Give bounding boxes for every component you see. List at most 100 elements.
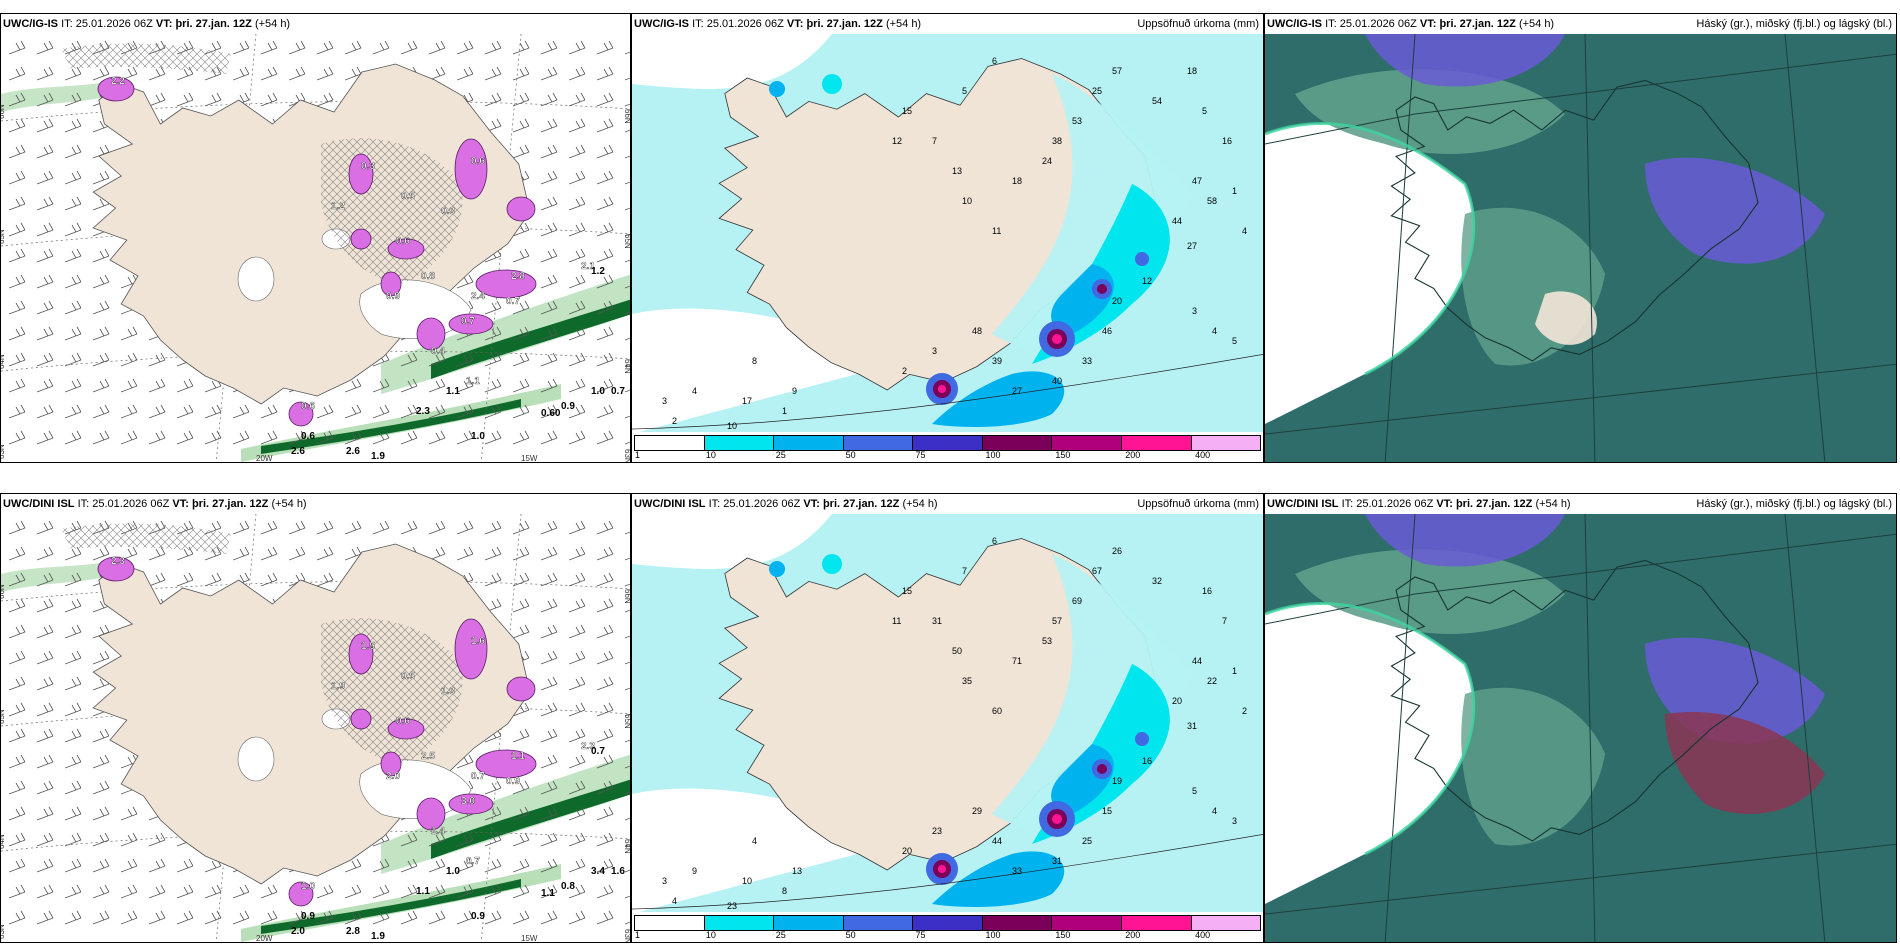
wind-barb — [36, 352, 54, 367]
wind-barb — [456, 274, 474, 289]
wind-barb — [120, 858, 138, 873]
wind-barb — [8, 222, 26, 237]
axis-labels: 66N 66N 65N 65N 64N 64N 63N 63N 20W 15W — [1, 104, 631, 462]
precip-value-label: 58 — [1207, 196, 1217, 206]
wind-barb — [512, 884, 530, 899]
legend-swatch — [774, 436, 844, 450]
legend-label: 25 — [775, 930, 786, 940]
latitude-label: 66N — [1, 104, 6, 119]
wind-barb — [624, 77, 630, 81]
precip-value-label: 18 — [1187, 66, 1197, 76]
wind-barb — [64, 404, 82, 419]
snow-blob — [454, 138, 488, 200]
rain-value-label: 0.8 — [561, 881, 575, 892]
snow-map-svg: 2.2 0.3 0.6 0.5 0.3 0.6 0.8 2.4 0.7 2.8 0.4 1.1 0.6 2… — [1, 33, 631, 462]
wind-barb — [484, 430, 502, 445]
graticule — [1265, 33, 1896, 462]
precip-max-contour — [769, 81, 785, 97]
latitude-label-right: 64N — [623, 359, 631, 374]
wind-barb — [8, 274, 26, 289]
legend-label: 400 — [1195, 450, 1211, 460]
precip-value-label: 35 — [962, 676, 972, 686]
high-cloud-area-north — [1365, 34, 1565, 87]
legend-label: 150 — [1055, 930, 1071, 940]
latitude-label: 65N — [1, 229, 6, 244]
wind-barb — [512, 546, 530, 561]
wind-barb — [36, 806, 54, 821]
wind-barb — [176, 910, 194, 925]
it-value: 25.01.2026 06Z — [1339, 18, 1417, 30]
precip-value-label: 46 — [1102, 326, 1112, 336]
precip-value-label: 71 — [1012, 656, 1022, 666]
wind-barb — [540, 650, 558, 665]
wind-barb — [176, 92, 194, 107]
precip-value-label: 23 — [932, 826, 942, 836]
wind-barb — [484, 66, 502, 81]
wind-barb — [596, 118, 614, 133]
rain-value-label: 0.9 — [301, 911, 315, 922]
latitude-label: 63N — [1, 444, 6, 459]
wind-barb — [540, 196, 558, 211]
wind-barb — [512, 118, 530, 133]
glacier-langjokull — [237, 256, 275, 302]
wind-barb — [540, 222, 558, 237]
snow-blob — [387, 238, 425, 260]
precip-value-label: 50 — [952, 646, 962, 656]
wind-barb — [64, 274, 82, 289]
wind-barb — [8, 352, 26, 367]
wind-barb — [568, 92, 586, 107]
legend-label: 75 — [915, 930, 926, 940]
snow-blob — [380, 751, 402, 777]
wind-barb — [484, 884, 502, 899]
wind-barb — [260, 430, 278, 445]
snow-value-label: 0.6 — [301, 401, 315, 412]
snow-value-label: 1.4 — [431, 826, 445, 837]
wind-barb — [540, 404, 558, 419]
wind-barb — [596, 858, 614, 873]
wind-barb — [8, 832, 26, 847]
snow-value-label: 0.7 — [506, 296, 520, 307]
wind-barb — [456, 430, 474, 445]
wind-barb — [456, 520, 474, 535]
snow-value-label: 0.6 — [396, 236, 410, 247]
wind-barb — [400, 520, 418, 535]
wind-barb — [232, 430, 250, 445]
legend-label: 400 — [1195, 930, 1211, 940]
latitude-label: 65N — [1, 709, 6, 724]
legend-swatch — [1121, 916, 1192, 930]
wind-barb — [148, 352, 166, 367]
precip-value-label: 5 — [962, 86, 967, 96]
snow-value-label: 0.9 — [506, 776, 520, 787]
precip-value-label: 24 — [1042, 156, 1052, 166]
wind-barb — [400, 832, 418, 847]
wind-barb — [8, 300, 26, 315]
wind-barb — [568, 884, 586, 899]
wind-barb — [484, 806, 502, 821]
wind-barb — [624, 713, 630, 717]
wind-barb — [540, 66, 558, 81]
wind-barb — [120, 378, 138, 393]
wind-barb — [512, 66, 530, 81]
precip-panel-bottom: UWC/DINI ISL IT: 25.01.2026 06Z VT: þri.… — [631, 493, 1264, 943]
rain-value-label: 1.1 — [541, 888, 555, 899]
rain-value-label: 2.6 — [346, 446, 360, 457]
precip-value-label: 10 — [727, 421, 737, 431]
wind-barb — [596, 300, 614, 315]
hatched-area-north — [61, 43, 231, 74]
wind-barb — [624, 843, 630, 847]
wind-barb — [232, 40, 250, 55]
wind-barb — [232, 520, 250, 535]
legend-swatch — [635, 916, 705, 930]
wind-barb — [540, 702, 558, 717]
precip-max-contour — [822, 74, 842, 94]
wind-barb — [64, 858, 82, 873]
legend-label: 75 — [915, 450, 926, 460]
precip-value-label: 16 — [1142, 756, 1152, 766]
precip-max-contour — [822, 554, 842, 574]
wind-barb — [176, 378, 194, 393]
wind-barb — [64, 196, 82, 211]
wind-barb — [92, 780, 110, 795]
snow-wind-panel-top: UWC/IG-IS IT: 25.01.2026 06Z VT: þri. 27… — [0, 13, 631, 463]
snow-blob — [97, 76, 135, 102]
